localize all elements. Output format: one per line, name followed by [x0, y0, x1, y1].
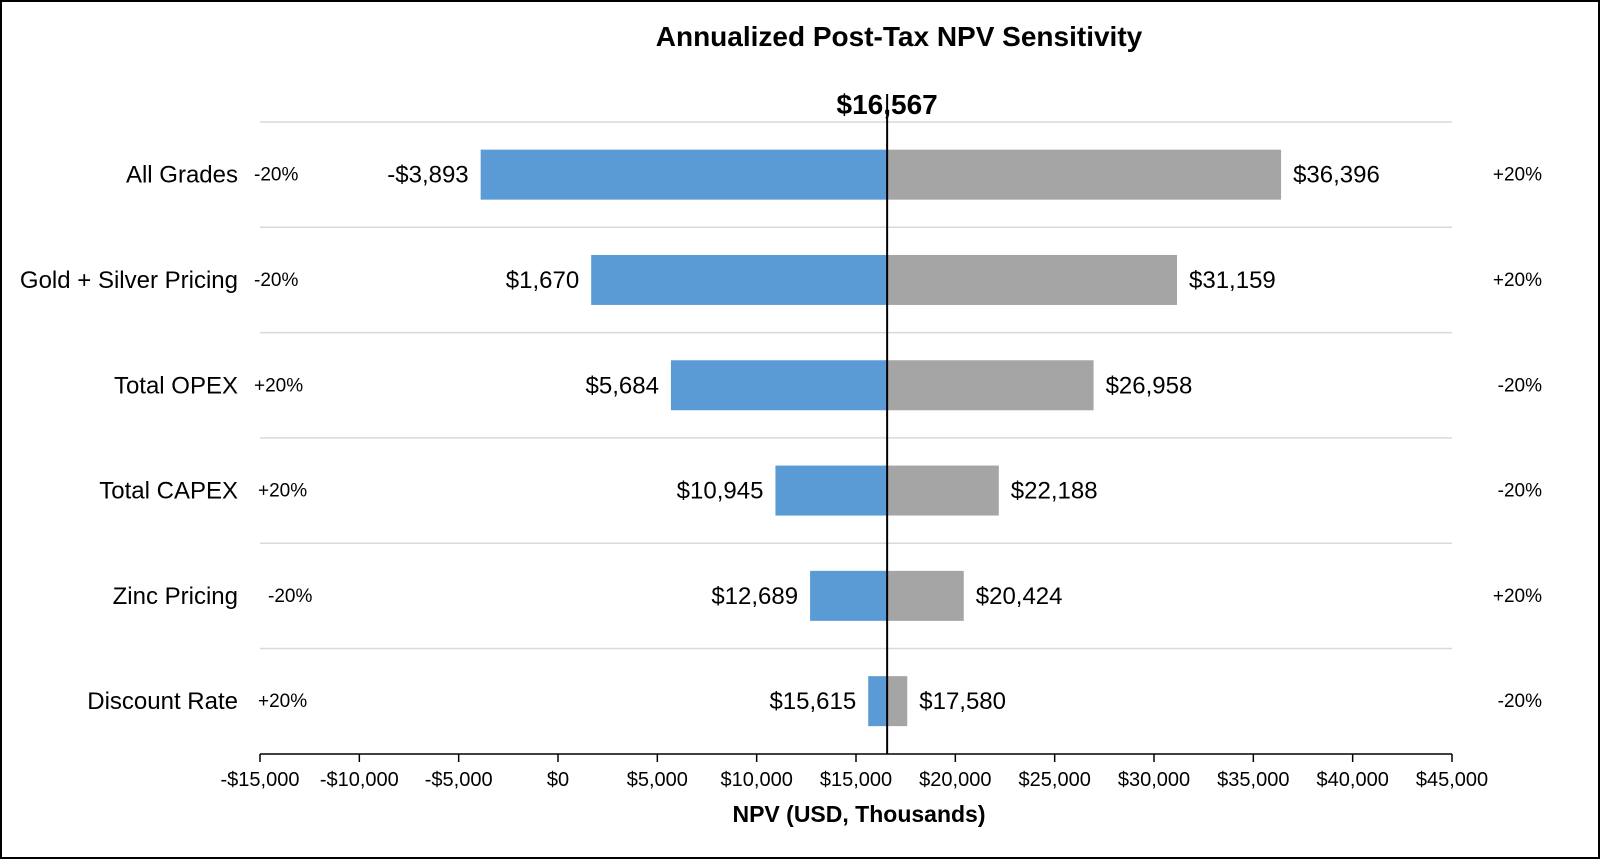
- low-bar: [591, 254, 888, 305]
- x-tick-label: $30,000: [1118, 769, 1190, 791]
- low-pct-label: +20%: [254, 375, 303, 396]
- high-pct-label: +20%: [1493, 586, 1542, 607]
- x-tick-label: $10,000: [721, 769, 793, 791]
- high-bar: [887, 360, 1094, 411]
- high-bar: [887, 676, 908, 727]
- high-pct-label: -20%: [1498, 375, 1542, 396]
- low-pct-label: -20%: [268, 586, 312, 607]
- category-label: Total OPEX: [114, 372, 238, 399]
- low-bar: [775, 465, 888, 516]
- high-value-label: $17,580: [919, 688, 1006, 715]
- high-bar: [887, 149, 1282, 200]
- x-tick-label: -$10,000: [320, 769, 399, 791]
- high-bar: [887, 254, 1178, 305]
- low-pct-label: -20%: [254, 165, 298, 186]
- low-bar: [480, 149, 888, 200]
- high-bar: [887, 570, 964, 621]
- high-bar: [887, 465, 999, 516]
- chart-title: Annualized Post-Tax NPV Sensitivity: [656, 21, 1143, 52]
- bar-labels: All Grades -$3,893 $36,396 -20% +20% Gold + S…: [20, 162, 1542, 716]
- low-value-label: $1,670: [506, 267, 579, 294]
- high-value-label: $26,958: [1106, 372, 1193, 399]
- low-pct-label: -20%: [254, 270, 298, 291]
- x-tick-label: $0: [547, 769, 569, 791]
- low-value-label: $10,945: [677, 478, 764, 505]
- x-tick-label: -$5,000: [425, 769, 493, 791]
- category-label: Total CAPEX: [99, 478, 238, 505]
- x-tick-label: $45,000: [1416, 769, 1488, 791]
- low-value-label: $12,689: [711, 583, 798, 610]
- x-axis-title: NPV (USD, Thousands): [732, 801, 985, 827]
- low-pct-label: +20%: [258, 691, 307, 712]
- category-label: All Grades: [126, 162, 238, 189]
- x-tick-label: $35,000: [1217, 769, 1289, 791]
- x-tick-label: $15,000: [820, 769, 892, 791]
- low-bar: [868, 676, 888, 727]
- x-axis: -$15,000 -$10,000 -$5,000 $0 $5,000 $10,000 $1…: [221, 753, 1488, 791]
- x-tick-label: $20,000: [919, 769, 991, 791]
- bars: [480, 149, 1282, 727]
- grid-lines: [260, 121, 1452, 650]
- low-value-label: -$3,893: [387, 162, 468, 189]
- high-value-label: $20,424: [976, 583, 1063, 610]
- x-tick-label: $25,000: [1019, 769, 1091, 791]
- low-pct-label: +20%: [258, 481, 307, 502]
- high-pct-label: -20%: [1498, 481, 1542, 502]
- high-pct-label: +20%: [1493, 165, 1542, 186]
- high-value-label: $31,159: [1189, 267, 1276, 294]
- low-value-label: $15,615: [769, 688, 856, 715]
- x-tick-label: $5,000: [627, 769, 688, 791]
- category-label: Zinc Pricing: [113, 583, 238, 610]
- high-pct-label: -20%: [1498, 691, 1542, 712]
- low-value-label: $5,684: [586, 372, 659, 399]
- category-label: Discount Rate: [87, 688, 238, 715]
- x-tick-label: -$15,000: [221, 769, 300, 791]
- low-bar: [670, 360, 888, 411]
- high-value-label: $36,396: [1293, 162, 1380, 189]
- high-value-label: $22,188: [1011, 478, 1098, 505]
- category-label: Gold + Silver Pricing: [20, 267, 238, 294]
- x-tick-label: $40,000: [1317, 769, 1389, 791]
- high-pct-label: +20%: [1493, 270, 1542, 291]
- low-bar: [810, 570, 888, 621]
